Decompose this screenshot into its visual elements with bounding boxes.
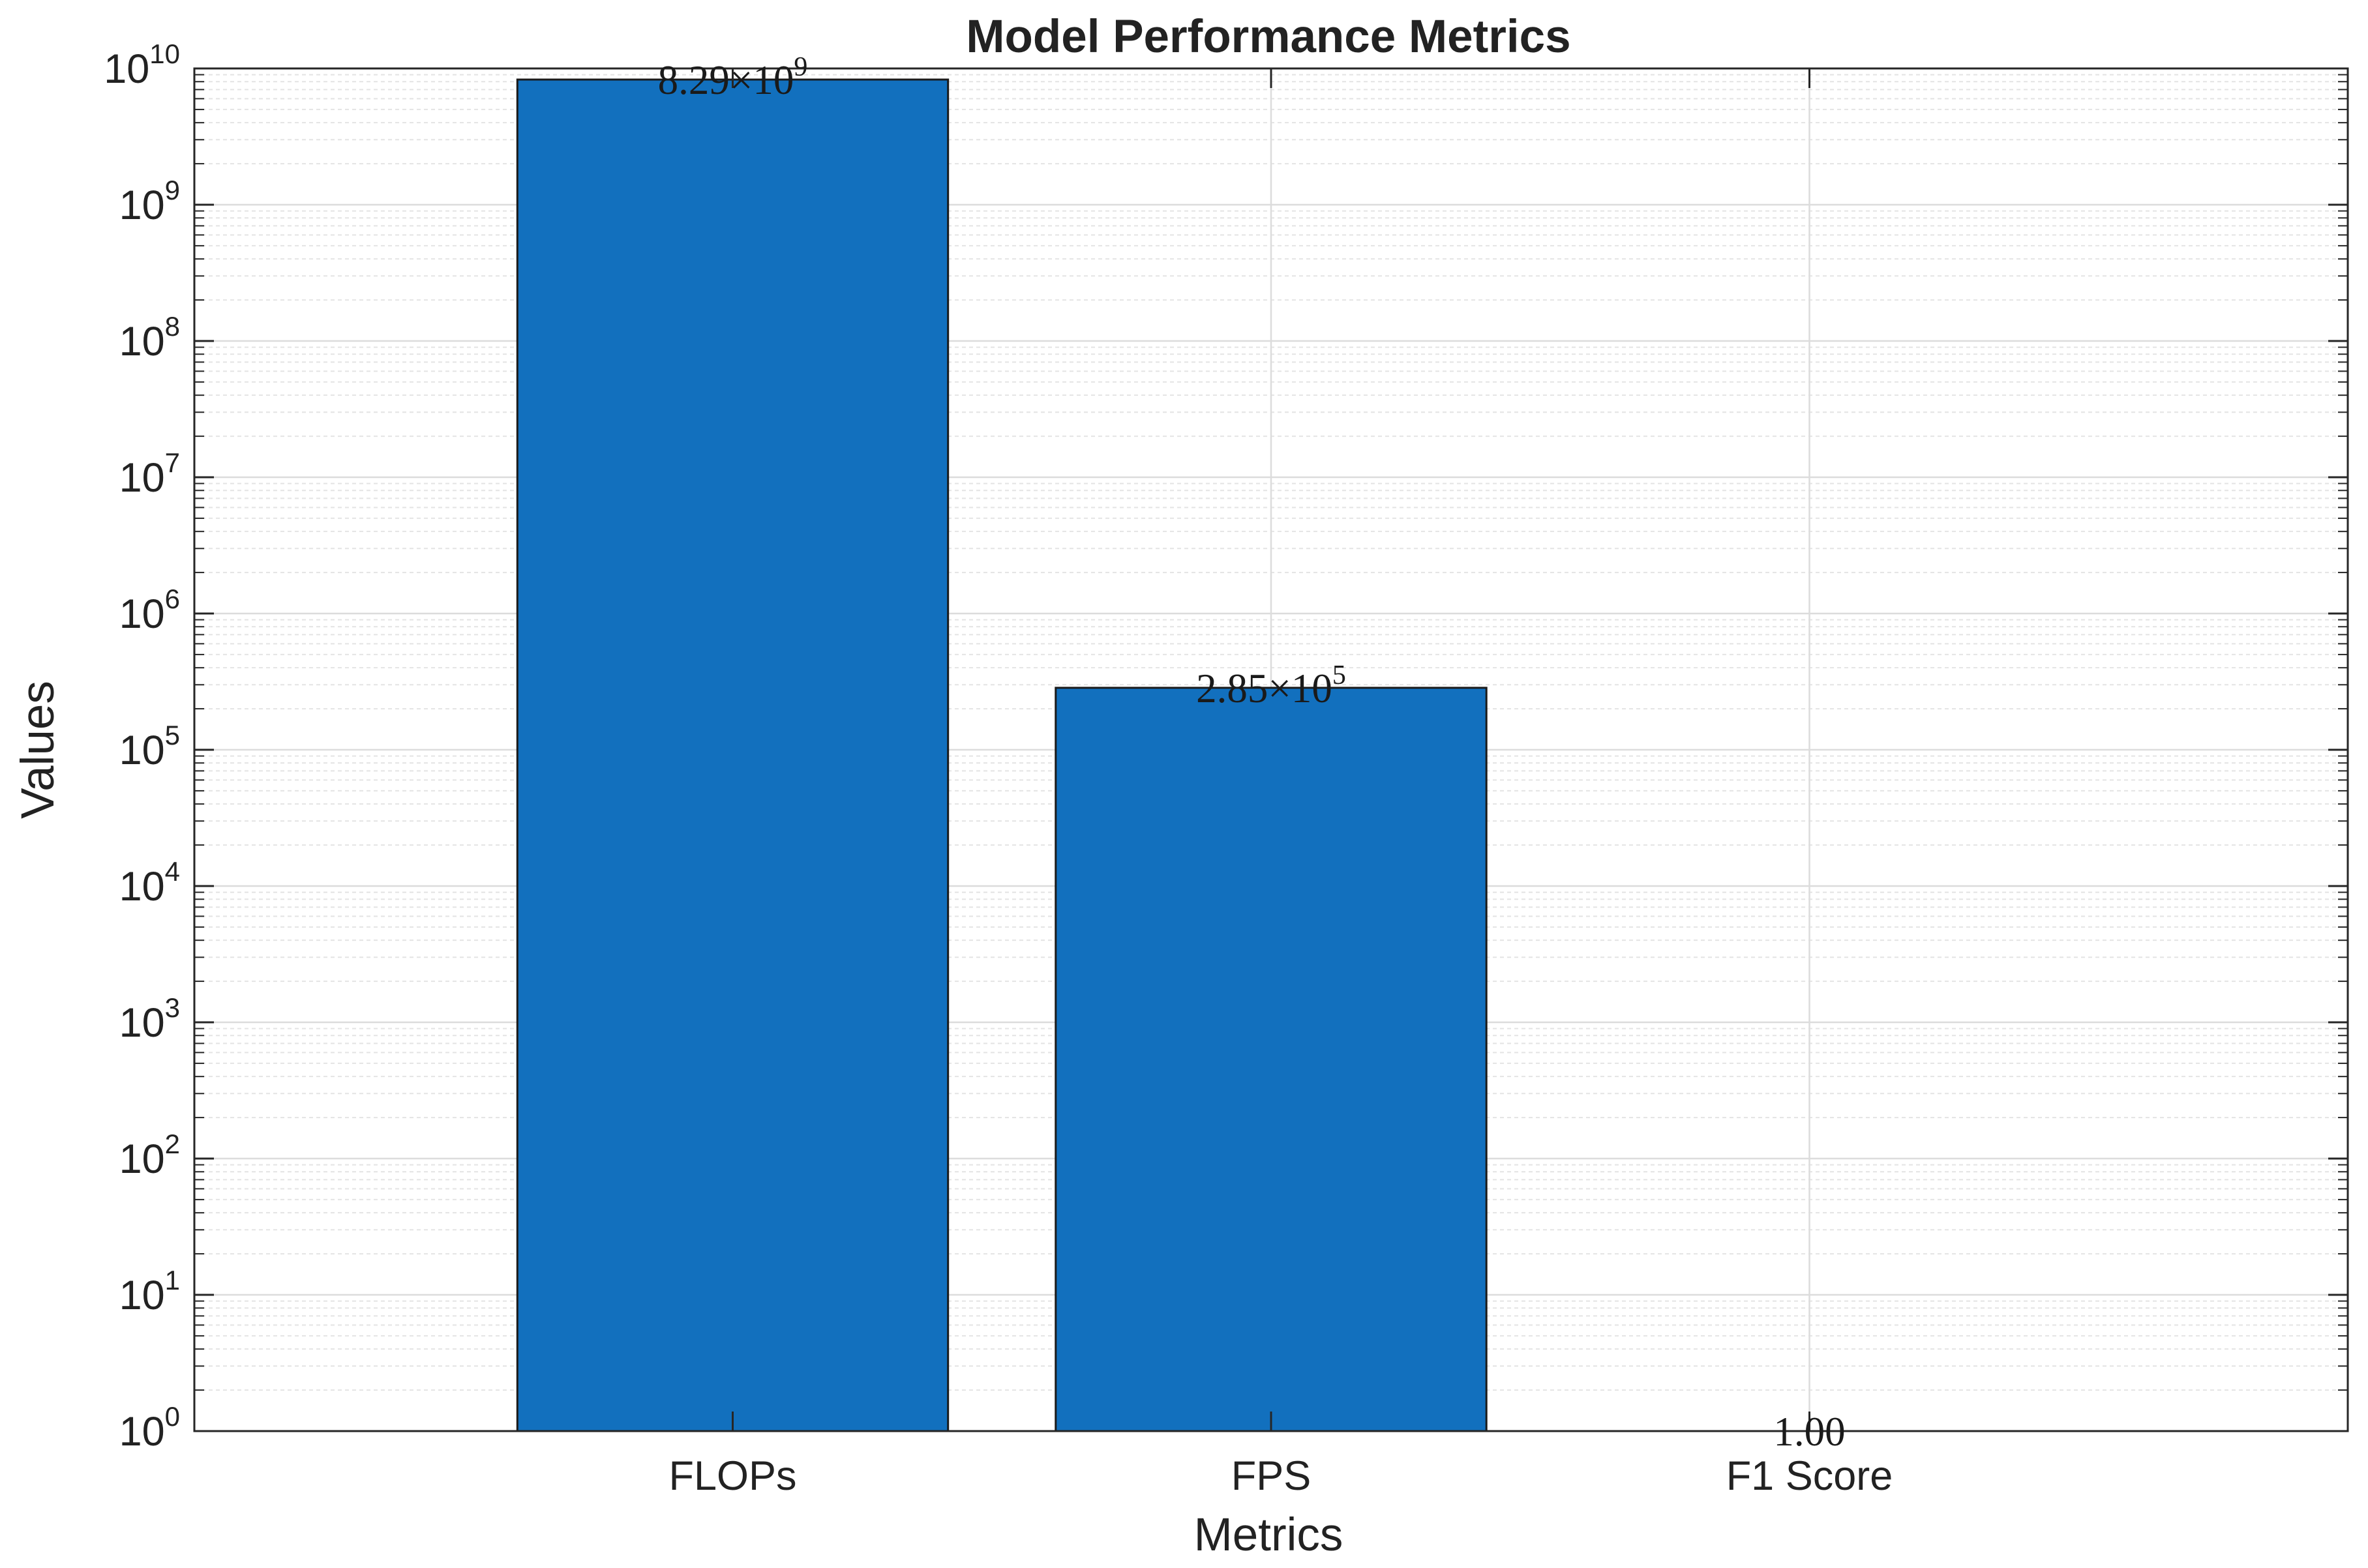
data-label: 1.00 [1773,1409,1845,1455]
x-tick-label: FPS [1231,1453,1311,1499]
y-tick-label: 101 [119,1265,180,1318]
y-tick-label: 107 [119,447,180,501]
chart-title: Model Performance Metrics [966,11,1570,63]
y-tick-label: 108 [119,311,180,364]
y-tick-label: 106 [119,584,180,637]
y-tick-label: 105 [119,720,180,773]
bars [516,78,1488,1432]
x-tick-labels: FLOPs FPS F1 Score [668,1453,1893,1499]
y-tick-label: 109 [119,175,180,228]
y-tick-label: 100 [119,1401,180,1455]
y-tick-label: 102 [119,1129,180,1182]
data-label: 8.29×109 [658,52,808,103]
y-tick-label: 1010 [104,38,180,92]
y-axis-label: Values [12,681,64,819]
y-tick-label: 104 [119,856,180,910]
data-label: 2.85×105 [1196,660,1346,711]
bar-flops [516,78,950,1432]
y-tick-labels: 100 101 102 103 104 105 106 107 108 109 1010 [104,38,180,1455]
data-labels: 8.29×109 2.85×105 1.00 [658,52,1846,1455]
tick-marks [194,67,2348,1432]
x-tick-label: F1 Score [1726,1453,1893,1499]
y-tick-label: 103 [119,992,180,1046]
x-tick-label: FLOPs [668,1453,796,1499]
bar-fps [1055,687,1488,1432]
x-axis-label: Metrics [1194,1509,1343,1561]
